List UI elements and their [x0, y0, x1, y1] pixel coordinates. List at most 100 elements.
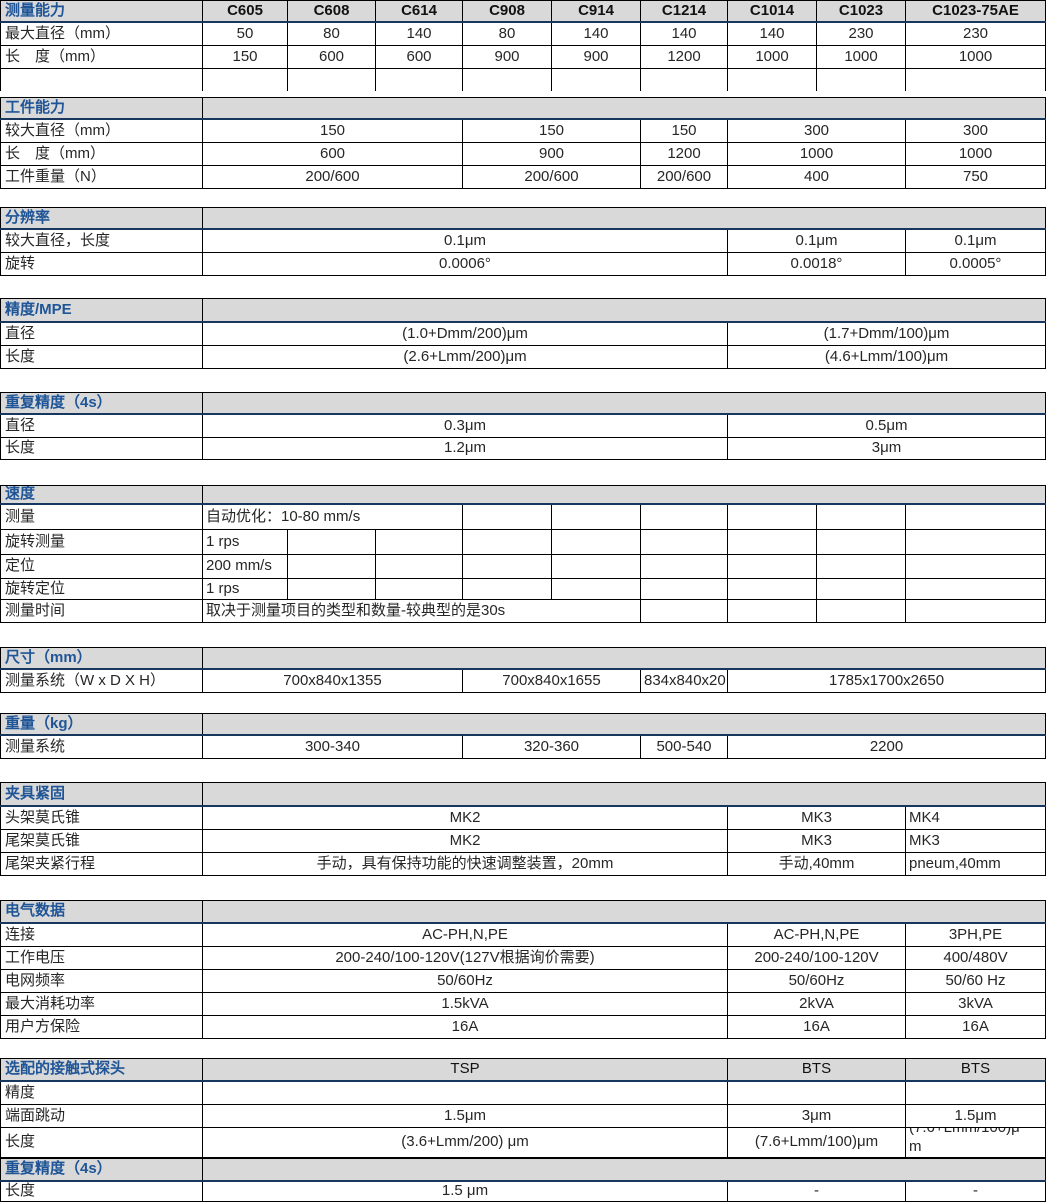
spec-cell: 600 — [375, 46, 462, 68]
spec-cell — [375, 530, 462, 554]
section-title: 分辨率 — [0, 208, 202, 228]
spec-cell: 0.3μm — [202, 415, 727, 437]
column-header: C914 — [551, 1, 640, 21]
spec-row: 长度 1.2μm 3μm — [0, 438, 1046, 460]
section-electrical-data: 电气数据 连接 AC-PH,N,PE AC-PH,N,PE 3PH,PE 工作电压 200-… — [0, 900, 1046, 1039]
spec-cell: 1000 — [727, 143, 905, 165]
section-accuracy-mpe: 精度/MPE 直径 (1.0+Dmm/200)μm (1.7+Dmm/100)μm 长度… — [0, 298, 1046, 369]
column-header — [202, 208, 1046, 228]
spec-cell: 0.1μm — [905, 230, 1046, 252]
row-label: 端面跳动 — [0, 1105, 202, 1127]
spec-cell — [905, 530, 1046, 554]
spec-cell: 1000 — [905, 46, 1046, 68]
row-label: 较大直径，长度 — [0, 230, 202, 252]
spec-row: 工作电压 200-240/100-120V(127V根据询价需要) 200-240/… — [0, 947, 1046, 970]
column-header — [202, 648, 1046, 668]
section-header-row: 速度 — [0, 485, 1046, 505]
spec-cell — [727, 555, 816, 578]
section-header-row: 选配的接触式探头 TSP BTS BTS — [0, 1058, 1046, 1082]
section-dimensions-mm: 尺寸（mm） 测量系统（W x D X H） 700x840x1355 700x840… — [0, 647, 1046, 693]
spec-cell: 自动优化：10-80 mm/s — [202, 505, 462, 529]
spec-cell: 1000 — [816, 46, 905, 68]
column-header: BTS — [905, 1059, 1046, 1080]
spec-cell — [905, 505, 1046, 529]
spec-cell — [727, 530, 816, 554]
spec-row: 端面跳动 1.5μm 3μm 1.5μm — [0, 1105, 1046, 1128]
section-title: 重量（kg） — [0, 714, 202, 734]
column-header: C1023 — [816, 1, 905, 21]
spec-row: 尾架夹紧行程 手动，具有保持功能的快速调整装置，20mm 手动,40mm pneum,… — [0, 853, 1046, 876]
row-label: 测量时间 — [0, 600, 202, 622]
spec-cell: 3μm — [727, 1105, 905, 1127]
spec-cell — [375, 69, 462, 91]
spec-cell: MK3 — [905, 830, 1046, 852]
spec-cell: 50 — [202, 23, 287, 45]
spec-cell: 1.5kVA — [202, 993, 727, 1015]
spec-cell — [287, 530, 375, 554]
spec-row: 长度(3.6+Lmm/200) μm(7.6+Lmm/100)μm(7.6+Lm… — [0, 1128, 1046, 1158]
spec-cell — [462, 505, 551, 529]
spec-cell: 320-360 — [462, 736, 640, 758]
spec-cell: 1000 — [905, 143, 1046, 165]
spec-row: 工件重量（N） 200/600 200/600 200/600 400 750 — [0, 166, 1046, 189]
row-label — [0, 69, 202, 91]
section-header-row: 电气数据 — [0, 900, 1046, 924]
spec-row: 长 度（mm） 150 600 600 900 900 1200 1000 1000 1000 — [0, 46, 1046, 69]
section-header-row: 重量（kg） — [0, 713, 1046, 736]
section-speed: 速度 测量 自动优化：10-80 mm/s 旋转测量 1 rps 定位 200 mm/s 旋转… — [0, 485, 1046, 623]
spec-cell: 80 — [287, 23, 375, 45]
spec-cell: (3.6+Lmm/200) μm — [202, 1128, 727, 1157]
section-header-row: 尺寸（mm） — [0, 647, 1046, 670]
spec-row: 用户方保险 16A 16A 16A — [0, 1016, 1046, 1039]
spec-cell — [640, 69, 727, 91]
spec-cell: 50/60 Hz — [905, 970, 1046, 992]
spec-cell — [816, 579, 905, 599]
spec-cell — [727, 600, 816, 622]
spec-row: 精度 — [0, 1082, 1046, 1105]
row-label: 直径 — [0, 323, 202, 345]
column-header: C608 — [287, 1, 375, 21]
spec-cell: 1.5μm — [202, 1105, 727, 1127]
spec-cell — [551, 69, 640, 91]
spec-cell: 400 — [727, 166, 905, 188]
spec-cell: 0.1μm — [202, 230, 727, 252]
spec-cell: 3kVA — [905, 993, 1046, 1015]
column-header — [202, 901, 1046, 922]
clipped-text: (7.6+Lmm/100)μm — [909, 1128, 1020, 1156]
spec-cell: 750 — [905, 166, 1046, 188]
spec-cell: (7.6+Lmm/100)μm — [905, 1128, 1046, 1157]
spec-cell: 取决于测量项目的类型和数量-较典型的是30s — [202, 600, 640, 622]
spec-cell — [905, 579, 1046, 599]
column-header: TSP — [202, 1059, 727, 1080]
spec-cell: 1 rps — [202, 579, 287, 599]
spec-row: 较大直径（mm） 150 150 150 300 300 — [0, 120, 1046, 143]
spec-cell: AC-PH,N,PE — [727, 924, 905, 946]
spec-cell: 0.0005° — [905, 253, 1046, 275]
spec-cell — [375, 579, 462, 599]
spec-cell — [816, 600, 905, 622]
spec-cell: 0.1μm — [727, 230, 905, 252]
spec-cell: 300-340 — [202, 736, 462, 758]
row-label: 定位 — [0, 555, 202, 578]
row-label: 旋转定位 — [0, 579, 202, 599]
row-label: 测量系统 — [0, 736, 202, 758]
spec-cell: 200/600 — [640, 166, 727, 188]
spec-cell: MK3 — [727, 830, 905, 852]
column-header: BTS — [727, 1059, 905, 1080]
spec-cell: 手动,40mm — [727, 853, 905, 875]
spec-row: 旋转定位 1 rps — [0, 579, 1046, 600]
spec-cell: 3μm — [727, 438, 1046, 459]
spec-cell: 0.5μm — [727, 415, 1046, 437]
row-label: 长度 — [0, 438, 202, 459]
spec-cell — [905, 69, 1046, 91]
spec-cell: pneum,40mm — [905, 853, 1046, 875]
spec-cell: 150 — [202, 120, 462, 142]
spec-row: 定位 200 mm/s — [0, 555, 1046, 579]
spec-cell: (1.7+Dmm/100)μm — [727, 323, 1046, 345]
spec-cell — [287, 69, 375, 91]
spec-cell: 700x840x1355 — [202, 670, 462, 692]
row-label: 连接 — [0, 924, 202, 946]
spec-cell: (4.6+Lmm/100)μm — [727, 346, 1046, 368]
spec-cell: (7.6+Lmm/100)μm — [727, 1128, 905, 1157]
spec-cell — [640, 600, 727, 622]
